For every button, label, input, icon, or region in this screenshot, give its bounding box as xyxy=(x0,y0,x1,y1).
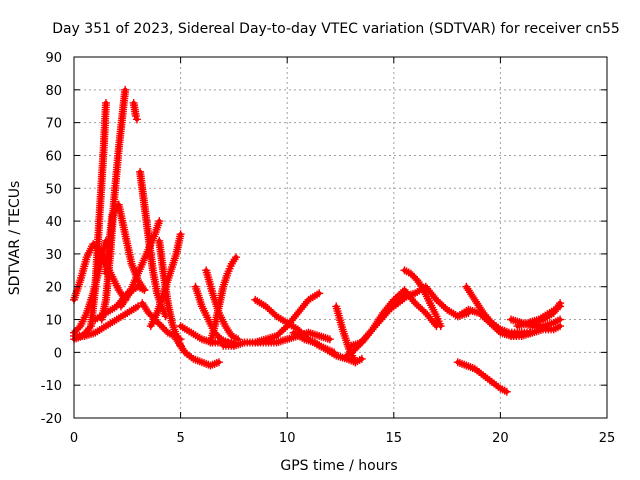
y-tick-label: 60 xyxy=(45,149,62,164)
y-tick-label: 90 xyxy=(45,51,62,66)
data-series xyxy=(70,85,565,396)
data-point xyxy=(357,354,366,363)
data-point xyxy=(502,387,511,396)
series-arc-36 xyxy=(513,302,565,331)
plot-frame xyxy=(73,56,608,419)
y-tick-label: 50 xyxy=(45,182,62,197)
y-tick-label: 10 xyxy=(45,314,62,329)
y-axis-ticks: -20 -10 0 10 20 30 40 50 60 70 80 90 xyxy=(41,51,607,427)
series-arc-13 xyxy=(91,282,149,324)
y-axis-label: SDTVAR / TECUs xyxy=(7,181,23,296)
series-arc-12 xyxy=(70,302,142,340)
series-arc-5 xyxy=(101,200,149,295)
data-point xyxy=(176,230,185,239)
x-axis-label: GPS time / hours xyxy=(280,458,397,474)
y-tick-label: -10 xyxy=(41,379,62,394)
data-point xyxy=(214,358,223,367)
series-arc-34 xyxy=(507,322,565,340)
series-arc-30 xyxy=(453,358,511,396)
data-point xyxy=(101,98,110,107)
chart-title: Day 351 of 2023, Sidereal Day-to-day VTE… xyxy=(52,21,620,37)
x-tick-label: 10 xyxy=(279,431,296,446)
x-tick-label: 0 xyxy=(70,431,78,446)
x-axis-ticks: 0 5 10 15 20 25 xyxy=(70,57,615,446)
data-point xyxy=(315,289,324,298)
data-point xyxy=(556,322,565,331)
series-arc-22 xyxy=(272,289,324,340)
y-tick-label: 80 xyxy=(45,84,62,99)
data-point xyxy=(140,286,149,295)
data-point xyxy=(155,217,164,226)
y-tick-label: 20 xyxy=(45,281,62,296)
data-point xyxy=(132,115,141,124)
data-point xyxy=(232,253,241,262)
y-tick-label: 40 xyxy=(45,215,62,230)
x-tick-label: 25 xyxy=(599,431,616,446)
series-arc-14 xyxy=(172,335,223,370)
y-tick-label: 0 xyxy=(54,346,62,361)
data-point xyxy=(556,302,565,311)
x-tick-label: 20 xyxy=(492,431,509,446)
y-tick-label: 30 xyxy=(45,248,62,263)
data-point xyxy=(436,322,445,331)
y-tick-label: -20 xyxy=(41,412,62,427)
x-tick-label: 15 xyxy=(386,431,403,446)
series-arc-20 xyxy=(251,328,334,347)
x-tick-label: 5 xyxy=(176,431,184,446)
series-arc-18 xyxy=(202,266,243,344)
data-point xyxy=(121,85,130,94)
data-point xyxy=(133,302,142,311)
y-tick-label: 70 xyxy=(45,117,62,132)
series-arc-6 xyxy=(129,98,141,124)
data-point xyxy=(325,335,334,344)
series-arc-29 xyxy=(400,266,445,331)
